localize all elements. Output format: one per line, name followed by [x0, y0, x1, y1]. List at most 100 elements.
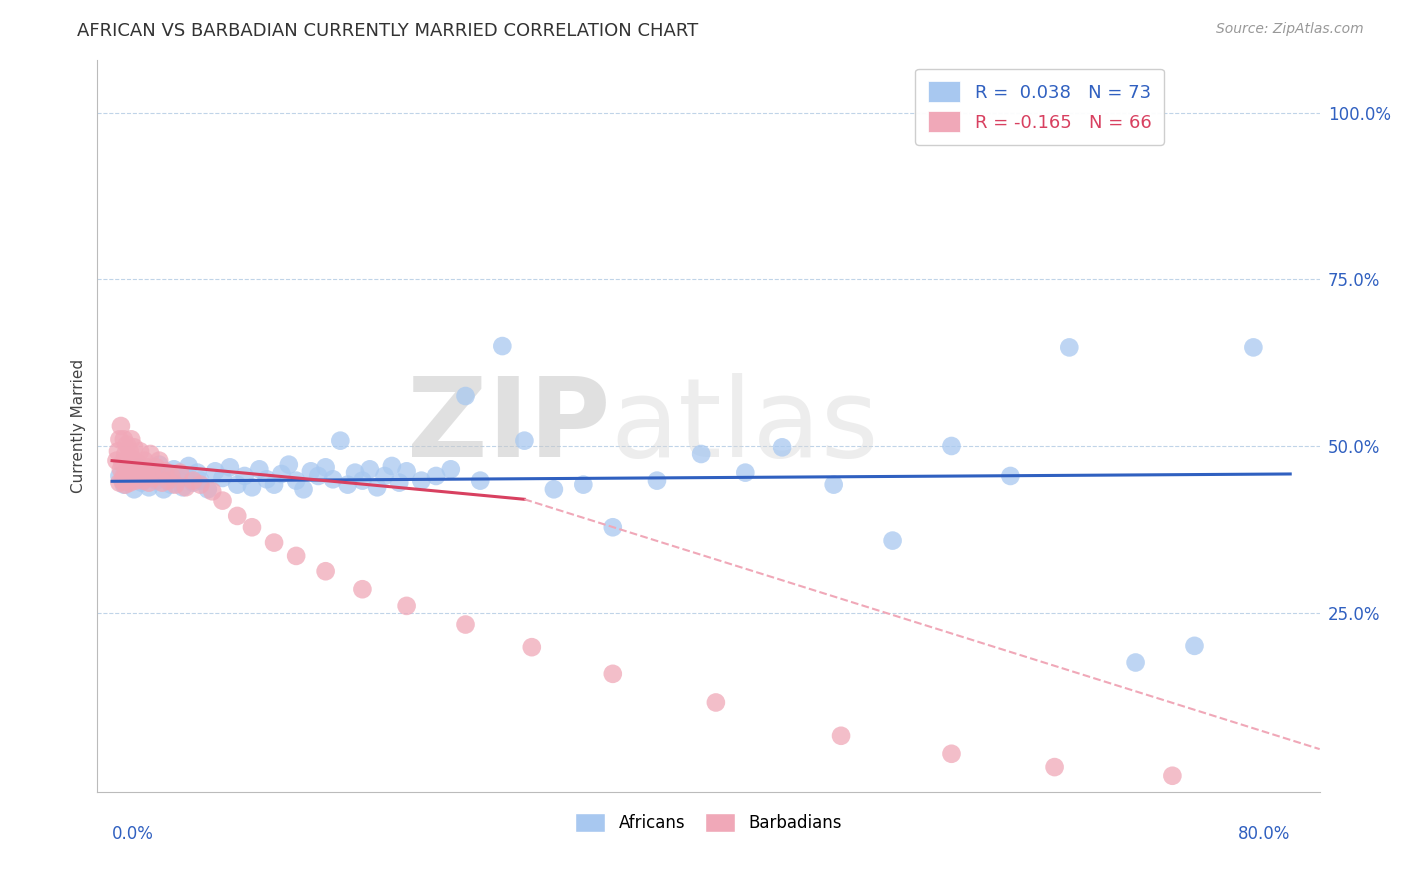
Point	[142, 471, 165, 485]
Point	[491, 339, 513, 353]
Point	[181, 475, 204, 490]
Text: AFRICAN VS BARBADIAN CURRENTLY MARRIED CORRELATION CHART: AFRICAN VS BARBADIAN CURRENTLY MARRIED C…	[77, 22, 699, 40]
Point	[770, 440, 793, 454]
Point	[411, 474, 433, 488]
Point	[110, 419, 132, 434]
Point	[160, 477, 183, 491]
Point	[150, 475, 173, 490]
Point	[247, 462, 270, 476]
Point	[148, 458, 170, 472]
Point	[141, 464, 163, 478]
Point	[520, 640, 543, 655]
Point	[131, 475, 153, 490]
Point	[543, 483, 565, 497]
Point	[115, 464, 138, 478]
Point	[145, 460, 167, 475]
Point	[190, 477, 212, 491]
Point	[111, 474, 134, 488]
Point	[336, 477, 359, 491]
Point	[107, 444, 129, 458]
Point	[263, 477, 285, 491]
Point	[134, 453, 156, 467]
Point	[177, 458, 200, 473]
Point	[117, 456, 139, 470]
Point	[240, 480, 263, 494]
Point	[366, 480, 388, 494]
Point	[127, 456, 149, 470]
Point	[169, 466, 191, 480]
Point	[454, 389, 477, 403]
Point	[425, 469, 447, 483]
Point	[108, 433, 131, 447]
Y-axis label: Currently Married: Currently Married	[72, 359, 86, 493]
Text: ZIP: ZIP	[408, 373, 610, 480]
Point	[197, 483, 219, 497]
Point	[163, 462, 186, 476]
Point	[1241, 340, 1264, 354]
Point	[145, 474, 167, 488]
Point	[211, 471, 233, 485]
Point	[470, 474, 492, 488]
Point	[121, 471, 143, 485]
Point	[153, 464, 176, 478]
Point	[157, 474, 180, 488]
Point	[226, 508, 249, 523]
Point	[292, 483, 315, 497]
Point	[139, 447, 162, 461]
Point	[344, 466, 367, 480]
Point	[115, 474, 138, 488]
Point	[135, 469, 157, 483]
Point	[1125, 656, 1147, 670]
Point	[941, 747, 963, 761]
Point	[307, 469, 329, 483]
Point	[120, 460, 142, 475]
Point	[114, 447, 136, 461]
Point	[572, 477, 595, 491]
Point	[174, 480, 197, 494]
Point	[1043, 760, 1066, 774]
Point	[704, 696, 727, 710]
Point	[285, 474, 308, 488]
Point	[152, 483, 174, 497]
Point	[122, 483, 145, 497]
Point	[128, 460, 150, 475]
Point	[115, 466, 138, 480]
Point	[395, 599, 418, 613]
Point	[734, 466, 756, 480]
Point	[134, 471, 156, 485]
Point	[454, 617, 477, 632]
Point	[129, 444, 152, 458]
Point	[352, 582, 374, 597]
Point	[1161, 769, 1184, 783]
Point	[174, 469, 197, 483]
Point	[142, 464, 165, 478]
Point	[165, 477, 187, 491]
Point	[105, 453, 128, 467]
Point	[136, 460, 159, 475]
Point	[1184, 639, 1206, 653]
Point	[830, 729, 852, 743]
Point	[602, 520, 624, 534]
Point	[201, 484, 224, 499]
Point	[121, 452, 143, 467]
Point	[112, 433, 135, 447]
Text: 0.0%: 0.0%	[112, 825, 153, 844]
Point	[131, 464, 153, 478]
Point	[226, 477, 249, 491]
Point	[513, 434, 536, 448]
Point	[941, 439, 963, 453]
Point	[181, 474, 204, 488]
Point	[112, 477, 135, 491]
Point	[117, 467, 139, 481]
Point	[204, 464, 226, 478]
Point	[373, 469, 395, 483]
Point	[352, 474, 374, 488]
Point	[219, 460, 242, 475]
Point	[132, 474, 155, 488]
Point	[263, 535, 285, 549]
Point	[172, 480, 194, 494]
Point	[602, 666, 624, 681]
Point	[115, 437, 138, 451]
Point	[186, 466, 208, 480]
Point	[118, 444, 141, 458]
